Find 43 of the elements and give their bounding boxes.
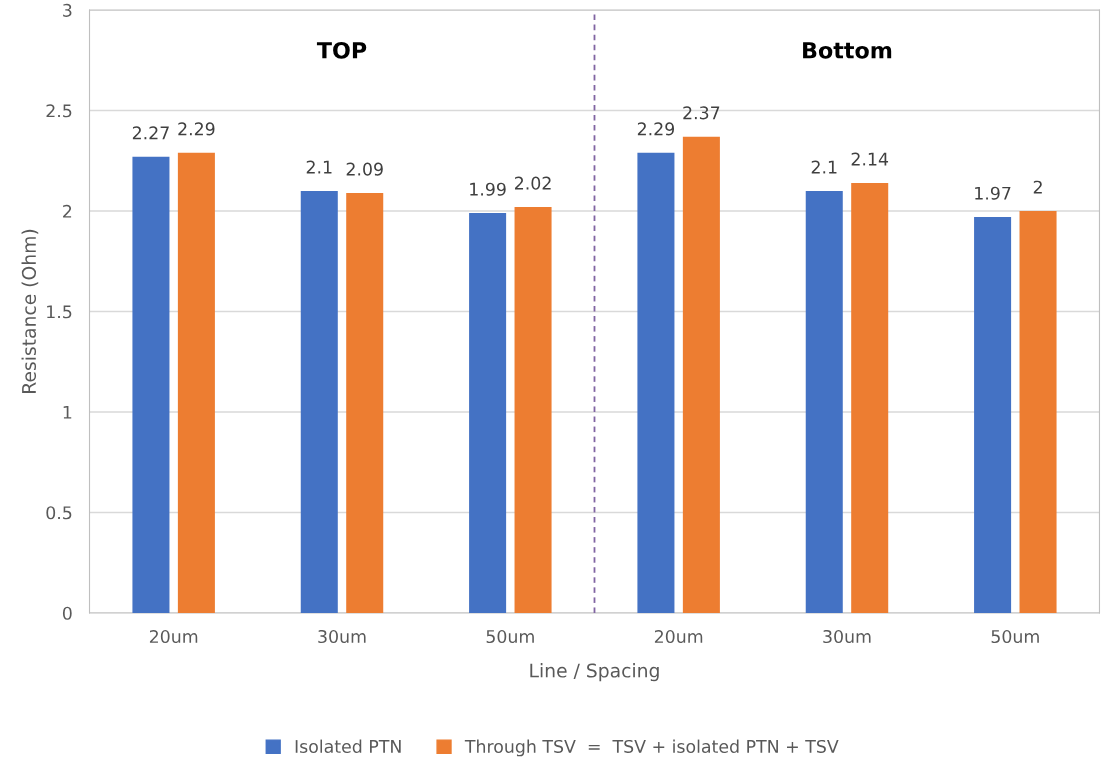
annotation: TOP [316,41,367,59]
data-label: 2.29 [178,122,215,136]
x-tick-label: 50um [486,629,534,644]
x-tick-label: 50um [991,629,1039,644]
y-tick-label: 0 [62,606,72,620]
bar [851,182,889,613]
y-tick-label: 3 [63,3,72,17]
data-label: 1.99 [470,182,506,196]
bar [300,190,338,613]
bar [637,152,675,613]
x-axis-title: Line / Spacing [530,663,659,682]
legend-label: Isolated PTN [295,739,401,754]
bar [805,190,843,613]
data-label: 2.02 [514,176,551,190]
data-label: 2.09 [346,162,383,176]
y-tick-label: 0.5 [46,506,72,520]
data-label: 2.29 [637,122,675,136]
data-label: 2.27 [132,126,169,140]
data-label: 2.14 [851,152,889,166]
data-label: 2.37 [683,106,720,120]
data-label: 1.97 [975,186,1011,200]
bar [132,156,170,613]
annotation: Bottom [803,42,892,59]
bar [1019,211,1057,613]
bar [514,206,552,613]
y-tick-label: 2.5 [46,104,72,118]
data-label: 2.1 [306,160,332,174]
data-label: 2.1 [811,160,837,174]
x-tick-label: 20um [149,629,198,644]
legend-label: Through TSV = TSV + isolated PTN + TSV [464,739,839,757]
bar [974,217,1012,613]
y-tick-label: 2 [63,204,72,218]
x-tick-label: 30um [823,629,871,644]
bar [469,213,507,613]
y-axis-title: Resistance (Ohm) [21,229,39,393]
data-label: 2 [1033,180,1042,194]
y-tick-label: 1 [63,405,72,419]
x-tick-label: 30um [318,629,366,644]
bar [177,152,215,613]
x-tick-label: 20um [654,629,703,644]
bar [346,192,384,613]
y-tick-label: 1.5 [47,305,72,319]
bar [682,136,720,613]
